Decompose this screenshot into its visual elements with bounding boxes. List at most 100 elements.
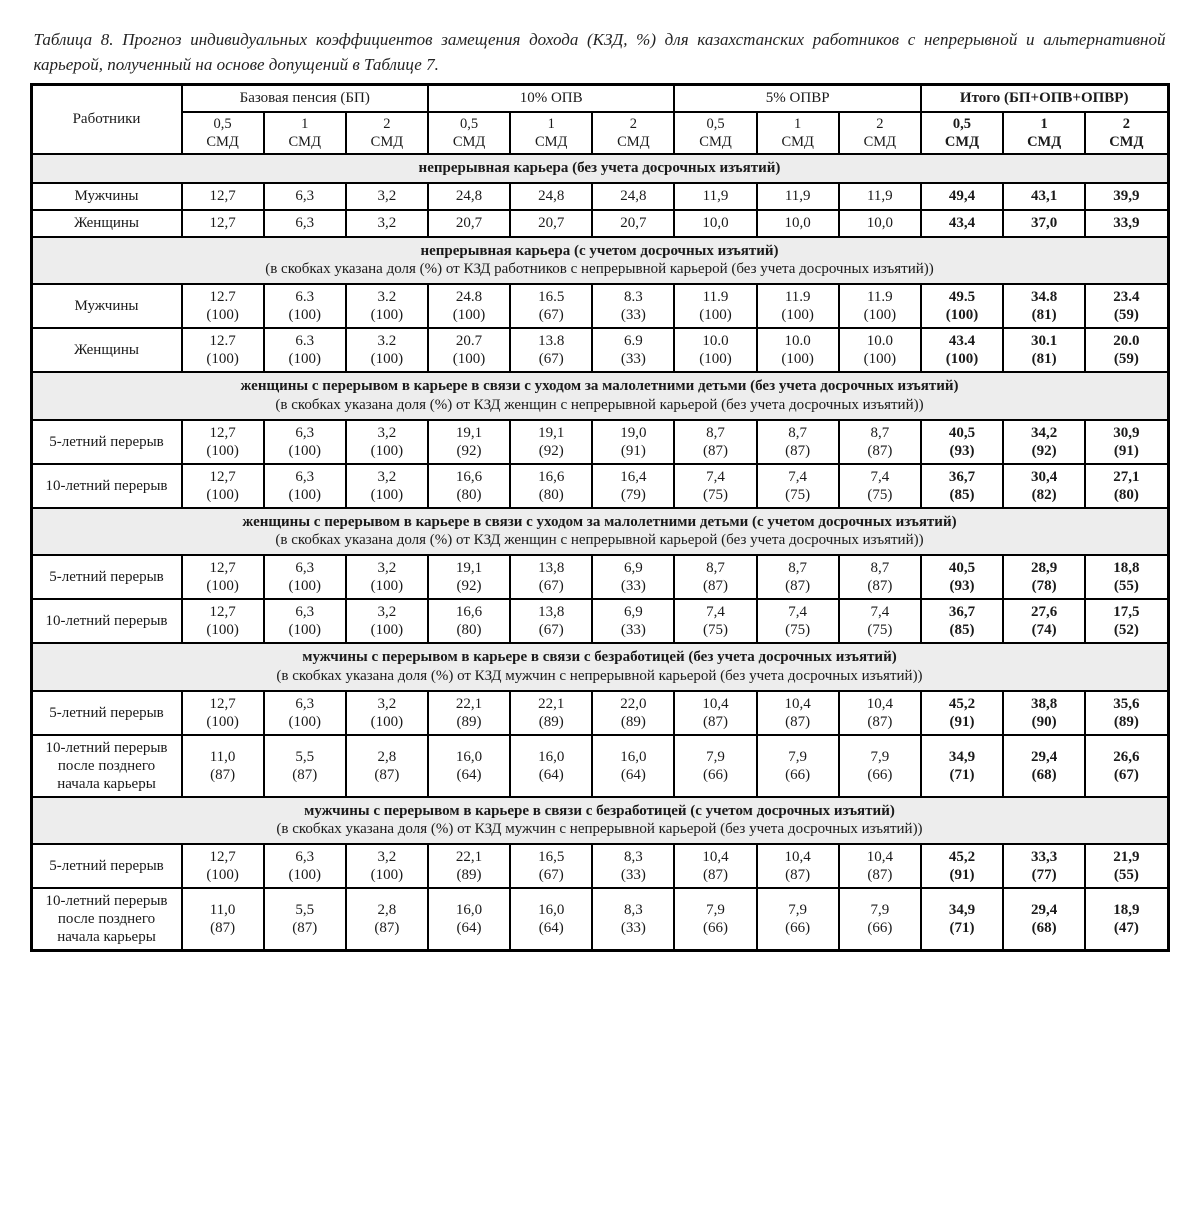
data-cell: 21,9(55) (1085, 844, 1167, 888)
section-header: непрерывная карьера (без учета досрочных… (32, 154, 1168, 183)
data-cell: 36,7(85) (921, 599, 1003, 643)
data-cell: 49,4 (921, 183, 1003, 210)
data-cell: 12,7 (182, 183, 264, 210)
header-subrow: 0,5СМД1СМД2СМД0,5СМД1СМД2СМД0,5СМД1СМД2С… (32, 112, 1168, 154)
data-cell: 7,4(75) (757, 599, 839, 643)
data-cell: 10,4(87) (757, 844, 839, 888)
data-cell: 6,3 (264, 210, 346, 237)
data-cell: 10.0(100) (839, 328, 921, 372)
data-cell: 36,7(85) (921, 464, 1003, 508)
row-label: Женщины (32, 210, 182, 237)
data-cell: 11.9(100) (839, 284, 921, 328)
data-cell: 10,4(87) (674, 691, 756, 735)
table-row: 10-летний перерыв после позднего начала … (32, 888, 1168, 950)
header-group-bp: Базовая пенсия (БП) (182, 85, 428, 112)
data-cell: 6.3(100) (264, 284, 346, 328)
data-cell: 7,9(66) (839, 735, 921, 797)
data-cell: 11,0(87) (182, 735, 264, 797)
data-cell: 27,6(74) (1003, 599, 1085, 643)
data-cell: 43.4(100) (921, 328, 1003, 372)
data-cell: 22,1(89) (428, 844, 510, 888)
header-sub-smd: 2СМД (346, 112, 428, 154)
data-cell: 19,1(92) (428, 420, 510, 464)
data-cell: 8,7(87) (839, 555, 921, 599)
data-cell: 24,8 (428, 183, 510, 210)
data-cell: 12,7(100) (182, 599, 264, 643)
data-cell: 24.8(100) (428, 284, 510, 328)
header-sub-smd: 2СМД (839, 112, 921, 154)
table-row: 5-летний перерыв12,7(100)6,3(100)3,2(100… (32, 691, 1168, 735)
table-row: Мужчины12.7(100)6.3(100)3.2(100)24.8(100… (32, 284, 1168, 328)
data-cell: 6.9(33) (592, 328, 674, 372)
data-cell: 6,3 (264, 183, 346, 210)
data-cell: 39,9 (1085, 183, 1167, 210)
data-cell: 6.3(100) (264, 328, 346, 372)
data-cell: 6,3(100) (264, 599, 346, 643)
header-sub-smd: 1СМД (757, 112, 839, 154)
data-cell: 10,0 (757, 210, 839, 237)
header-group-opv: 10% ОПВ (428, 85, 674, 112)
table-row: Женщины12.7(100)6.3(100)3.2(100)20.7(100… (32, 328, 1168, 372)
row-label: 5-летний перерыв (32, 420, 182, 464)
data-cell: 8,3(33) (592, 888, 674, 950)
data-cell: 16,0(64) (428, 735, 510, 797)
data-cell: 22,0(89) (592, 691, 674, 735)
section-header: мужчины с перерывом в карьере в связи с … (32, 797, 1168, 845)
data-cell: 16,6(80) (428, 464, 510, 508)
data-cell: 11.9(100) (757, 284, 839, 328)
data-cell: 6,9(33) (592, 555, 674, 599)
data-cell: 3,2(100) (346, 555, 428, 599)
table-row: Мужчины12,76,33,224,824,824,811,911,911,… (32, 183, 1168, 210)
data-cell: 37,0 (1003, 210, 1085, 237)
data-cell: 29,4(68) (1003, 888, 1085, 950)
data-cell: 8,7(87) (757, 420, 839, 464)
row-label: 10-летний перерыв (32, 599, 182, 643)
data-cell: 5,5(87) (264, 735, 346, 797)
data-cell: 19,1(92) (510, 420, 592, 464)
data-cell: 16,4(79) (592, 464, 674, 508)
data-cell: 12,7(100) (182, 420, 264, 464)
data-cell: 30.1(81) (1003, 328, 1085, 372)
header-sub-smd: 0,5СМД (921, 112, 1003, 154)
data-cell: 20,7 (592, 210, 674, 237)
data-cell: 3.2(100) (346, 284, 428, 328)
data-cell: 27,1(80) (1085, 464, 1167, 508)
data-cell: 19,0(91) (592, 420, 674, 464)
data-cell: 3,2(100) (346, 844, 428, 888)
data-cell: 13.8(67) (510, 328, 592, 372)
data-cell: 3,2(100) (346, 420, 428, 464)
data-cell: 11,9 (674, 183, 756, 210)
data-cell: 6,9(33) (592, 599, 674, 643)
header-row-label: Работники (32, 85, 182, 154)
table-row: Женщины12,76,33,220,720,720,710,010,010,… (32, 210, 1168, 237)
data-cell: 16,0(64) (510, 735, 592, 797)
data-cell: 34,9(71) (921, 888, 1003, 950)
data-cell: 16,0(64) (428, 888, 510, 950)
header-sub-smd: 0,5СМД (182, 112, 264, 154)
data-cell: 8,7(87) (674, 420, 756, 464)
row-label: 5-летний перерыв (32, 691, 182, 735)
data-cell: 12,7(100) (182, 691, 264, 735)
data-cell: 6,3(100) (264, 464, 346, 508)
data-cell: 16,6(80) (428, 599, 510, 643)
data-cell: 7,4(75) (839, 464, 921, 508)
data-cell: 10.0(100) (674, 328, 756, 372)
data-cell: 7,9(66) (839, 888, 921, 950)
data-cell: 3,2 (346, 183, 428, 210)
data-cell: 34.8(81) (1003, 284, 1085, 328)
data-cell: 20.7(100) (428, 328, 510, 372)
data-cell: 6,3(100) (264, 844, 346, 888)
table-row: 10-летний перерыв после позднего начала … (32, 735, 1168, 797)
data-cell: 24,8 (510, 183, 592, 210)
table-row: 10-летний перерыв12,7(100)6,3(100)3,2(10… (32, 599, 1168, 643)
data-cell: 20,7 (428, 210, 510, 237)
header-sub-smd: 0,5СМД (674, 112, 756, 154)
data-cell: 19,1(92) (428, 555, 510, 599)
data-cell: 11,0(87) (182, 888, 264, 950)
data-cell: 16.5(67) (510, 284, 592, 328)
data-cell: 7,9(66) (757, 888, 839, 950)
data-cell: 10.0(100) (757, 328, 839, 372)
data-cell: 34,2(92) (1003, 420, 1085, 464)
data-cell: 11,9 (839, 183, 921, 210)
data-cell: 6,3(100) (264, 555, 346, 599)
